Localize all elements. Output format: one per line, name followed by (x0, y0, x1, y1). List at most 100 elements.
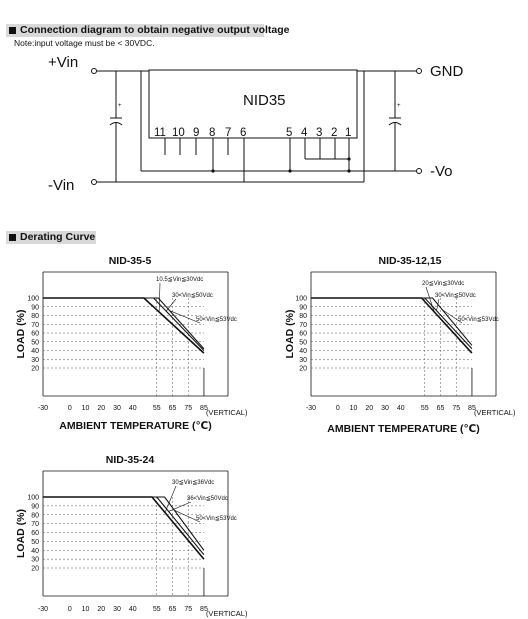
x-tick-label: 40 (129, 405, 137, 412)
y-tick-label: 90 (299, 304, 307, 311)
x-tick-label: 30 (381, 405, 389, 412)
vin-minus-terminal (91, 179, 97, 185)
x-tick-label: 0 (68, 405, 72, 412)
derating-curve-title: Derating Curve (20, 231, 96, 243)
pin-label-4: 4 (301, 127, 308, 139)
x-tick-label: 55 (421, 405, 429, 412)
section-bullet-icon (9, 27, 16, 34)
x-tick-label: -30 (38, 405, 48, 412)
y-tick-label: 30 (299, 357, 307, 364)
y-tick-label: 80 (299, 313, 307, 320)
series-label: 10.5≦Vin≦30Vdc (156, 277, 203, 283)
vin-minus-label: -Vin (48, 177, 74, 194)
x-tick-label: 85 (200, 606, 208, 613)
x-tick-label: 75 (452, 405, 460, 412)
y-tick-label: 20 (299, 366, 307, 373)
derating-series-line (311, 297, 473, 354)
junction-dot (347, 157, 351, 161)
x-tick-label: 65 (169, 606, 177, 613)
x-tick-label: 65 (437, 405, 445, 412)
connection-diagram-header: Connection diagram to obtain negative ou… (6, 24, 290, 37)
y-tick-label: 40 (31, 548, 39, 555)
derating-series-line (311, 297, 473, 350)
pin-label-8: 8 (209, 127, 215, 139)
derating-series-line (43, 496, 205, 551)
module-box (148, 69, 358, 139)
x-tick-label: 0 (336, 405, 340, 412)
pin-label-1: 1 (345, 127, 351, 139)
x-tick-label: 75 (184, 405, 192, 412)
x-tick-label: 30 (113, 606, 121, 613)
x-tick-label: 40 (397, 405, 405, 412)
series-leader-line (164, 485, 177, 513)
y-tick-label: 60 (31, 530, 39, 537)
y-tick-label: 80 (31, 313, 39, 320)
x-tick-label: 55 (153, 606, 161, 613)
series-leader-line (165, 298, 177, 312)
x-axis-note: (VERTICAL) (206, 609, 248, 618)
x-axis-label: AMBIENT TEMPERATURE (℃) (59, 420, 212, 432)
chart-title: NID-35-24 (106, 454, 155, 466)
pin-label-7: 7 (225, 127, 231, 139)
x-tick-label: 75 (184, 606, 192, 613)
series-leader-line (442, 309, 463, 324)
input-voltage-note: Note:input voltage must be < 30VDC. (14, 38, 155, 48)
pin-label-9: 9 (193, 127, 199, 139)
derating-series-line (43, 496, 205, 560)
y-tick-label: 50 (31, 339, 39, 346)
derating-series-line (43, 297, 205, 350)
x-axis-label: AMBIENT TEMPERATURE (℃) (327, 423, 480, 435)
series-label: 36<Vin≦50Vdc (187, 496, 228, 502)
y-tick-label: 100 (27, 495, 39, 502)
y-tick-label: 90 (31, 503, 39, 510)
series-leader-line (158, 282, 161, 312)
series-label: 20≦Vin≦30Vdc (422, 281, 464, 287)
y-tick-label: 90 (31, 304, 39, 311)
derating-series-line (311, 297, 473, 346)
series-leader-line (168, 501, 192, 512)
section-bullet-icon (9, 234, 16, 241)
pin-label-10: 10 (172, 127, 185, 139)
y-tick-label: 30 (31, 557, 39, 564)
y-tick-label: 80 (31, 512, 39, 519)
x-tick-label: -30 (306, 405, 316, 412)
y-tick-label: 100 (27, 296, 39, 303)
series-label: 30≦Vin≦36Vdc (172, 480, 214, 486)
y-axis-label: LOAD (%) (284, 310, 296, 359)
x-tick-label: 10 (350, 405, 358, 412)
y-tick-label: 50 (299, 339, 307, 346)
module-label: NID35 (243, 92, 286, 109)
series-label: 50<Vin≦53Vdc (458, 317, 499, 323)
y-tick-label: 70 (31, 322, 39, 329)
y-axis-label: LOAD (%) (15, 509, 27, 558)
vo-terminal (416, 168, 422, 174)
vo-label: -Vo (430, 163, 453, 180)
y-tick-label: 70 (299, 322, 307, 329)
y-tick-label: 20 (31, 366, 39, 373)
x-tick-label: 10 (82, 606, 90, 613)
y-tick-label: 70 (31, 521, 39, 528)
pin-label-6: 6 (240, 127, 246, 139)
vin-plus-terminal (91, 68, 97, 74)
x-axis-note: (VERTICAL) (206, 408, 248, 417)
output-cap-polarity: + (397, 103, 401, 109)
series-label: 50<Vin≦53Vdc (196, 516, 237, 522)
junction-dot (211, 169, 215, 173)
y-tick-label: 40 (31, 348, 39, 355)
pin-label-3: 3 (316, 127, 322, 139)
x-tick-label: 85 (200, 405, 208, 412)
x-tick-label: 20 (97, 405, 105, 412)
x-tick-label: 0 (68, 606, 72, 613)
series-label: 30<Vin≦50Vdc (172, 293, 213, 299)
x-tick-label: 20 (365, 405, 373, 412)
x-tick-label: -30 (38, 606, 48, 613)
vin-plus-label: +Vin (48, 54, 78, 71)
connection-diagram-title: Connection diagram to obtain negative ou… (20, 24, 290, 36)
series-label: 30<Vin≦50Vdc (435, 293, 476, 299)
junction-dot (288, 169, 292, 173)
series-leader-line (174, 510, 201, 523)
gnd-terminal (416, 68, 422, 74)
pin-label-2: 2 (331, 127, 337, 139)
